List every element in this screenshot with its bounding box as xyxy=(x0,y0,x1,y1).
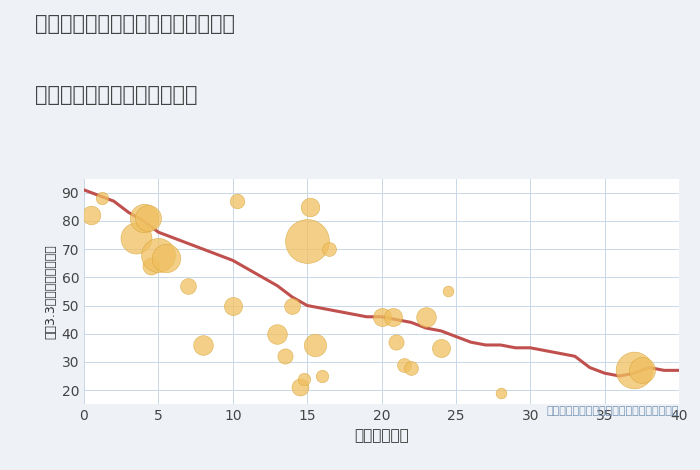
Point xyxy=(130,234,141,242)
Point xyxy=(309,341,320,349)
Point xyxy=(183,282,194,290)
Point xyxy=(298,375,309,383)
Point xyxy=(279,352,290,360)
X-axis label: 築年数（年）: 築年数（年） xyxy=(354,429,409,444)
Point xyxy=(153,251,164,258)
Point xyxy=(232,197,243,205)
Point xyxy=(421,313,432,321)
Point xyxy=(302,237,313,244)
Point xyxy=(138,214,149,222)
Point xyxy=(435,344,447,352)
Text: 円の大きさは、取引のあった物件面積を示す: 円の大きさは、取引のあった物件面積を示す xyxy=(547,407,679,416)
Point xyxy=(96,195,108,202)
Point xyxy=(388,313,399,321)
Point xyxy=(142,214,153,222)
Text: 岐阜県揖斐郡揖斐川町谷汲木曽屋の: 岐阜県揖斐郡揖斐川町谷汲木曽屋の xyxy=(35,14,235,34)
Point xyxy=(287,302,298,309)
Point xyxy=(398,361,409,368)
Point xyxy=(495,389,506,397)
Point xyxy=(304,203,316,211)
Point xyxy=(376,313,387,321)
Point xyxy=(406,364,417,371)
Point xyxy=(636,367,648,374)
Point xyxy=(443,288,454,295)
Point xyxy=(272,330,283,337)
Point xyxy=(86,212,97,219)
Point xyxy=(316,372,328,380)
Point xyxy=(294,384,305,391)
Point xyxy=(160,254,172,261)
Point xyxy=(146,262,157,270)
Point xyxy=(629,367,640,374)
Point xyxy=(197,341,209,349)
Text: 築年数別中古マンション価格: 築年数別中古マンション価格 xyxy=(35,85,197,105)
Point xyxy=(391,338,402,346)
Point xyxy=(324,245,335,253)
Y-axis label: 坪（3.3㎡）単価（万円）: 坪（3.3㎡）単価（万円） xyxy=(44,244,57,339)
Point xyxy=(227,302,238,309)
